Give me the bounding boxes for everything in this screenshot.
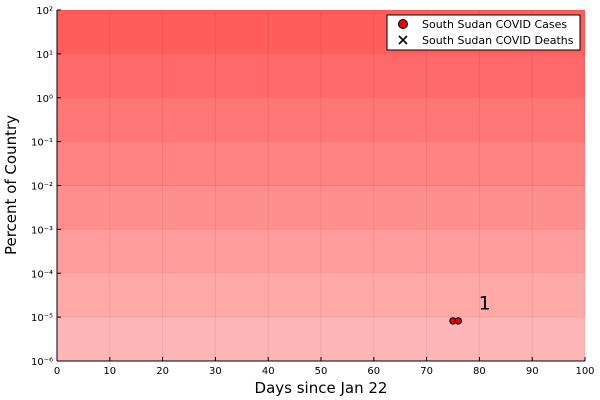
x-tick-label: 70 <box>420 366 433 377</box>
y-tick-label: 10⁻⁴ <box>31 269 53 280</box>
annotation-label: 1 <box>479 292 491 314</box>
y-axis-ticks: 10⁻⁶ 10⁻⁵ 10⁻⁴ 10⁻³ 10⁻² 10⁻¹ 10⁰ 10¹ 10² <box>31 6 61 368</box>
y-axis-title: Percent of Country <box>2 115 20 255</box>
case-point <box>454 317 462 325</box>
x-axis-ticks: 0 10 20 30 40 50 60 70 80 90 100 <box>54 357 595 377</box>
background-band <box>57 229 585 274</box>
x-tick-label: 20 <box>156 366 169 377</box>
legend: South Sudan COVID Cases South Sudan COVID… <box>386 14 581 51</box>
data-points <box>449 317 462 325</box>
background-bands <box>57 10 585 361</box>
x-axis-title: Days since Jan 22 <box>255 379 388 397</box>
y-tick-label: 10¹ <box>36 50 53 61</box>
x-tick-label: 30 <box>209 366 222 377</box>
y-tick-label: 10⁻⁶ <box>31 357 53 368</box>
y-tick-label: 10² <box>36 6 53 17</box>
background-band <box>57 273 585 318</box>
background-band <box>57 53 585 98</box>
y-tick-label: 10⁻³ <box>31 225 53 236</box>
annotations: 1 <box>479 292 491 314</box>
background-band <box>57 97 585 142</box>
legend-label: South Sudan COVID Deaths <box>422 34 574 47</box>
background-band <box>57 141 585 186</box>
x-tick-label: 0 <box>54 366 60 377</box>
y-tick-label: 10⁻⁵ <box>31 313 53 324</box>
x-tick-label: 50 <box>315 366 328 377</box>
x-tick-label: 60 <box>367 366 380 377</box>
x-tick-label: 40 <box>262 366 275 377</box>
legend-box <box>386 14 581 51</box>
y-tick-label: 10⁻¹ <box>31 138 53 149</box>
legend-cases-icon <box>398 19 408 29</box>
x-tick-label: 100 <box>575 366 594 377</box>
y-tick-label: 10⁰ <box>36 94 53 105</box>
legend-deaths-icon-stroke <box>398 35 408 45</box>
legend-deaths-icon <box>398 35 408 45</box>
x-tick-label: 10 <box>103 366 116 377</box>
y-tick-label: 10⁻² <box>31 182 53 193</box>
legend-label: South Sudan COVID Cases <box>422 18 567 31</box>
background-band <box>57 185 585 230</box>
x-tick-label: 90 <box>526 366 539 377</box>
x-tick-label: 80 <box>473 366 486 377</box>
background-band <box>57 317 585 361</box>
